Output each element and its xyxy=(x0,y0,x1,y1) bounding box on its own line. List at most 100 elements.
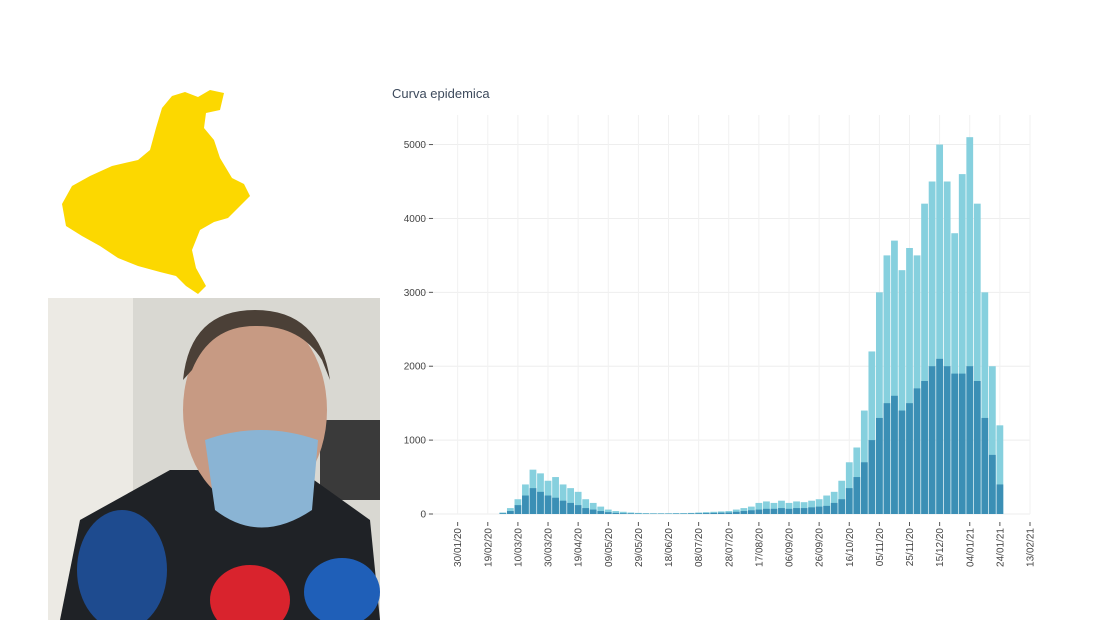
x-tick-label: 06/09/20 xyxy=(785,528,796,567)
bar xyxy=(687,513,695,514)
bar xyxy=(635,512,642,514)
bar xyxy=(800,508,808,514)
bar xyxy=(559,500,567,514)
bar xyxy=(913,255,921,514)
bar xyxy=(951,373,959,514)
bar xyxy=(755,509,763,514)
bar xyxy=(988,366,996,514)
bar xyxy=(612,511,620,514)
bar xyxy=(981,417,989,514)
bar xyxy=(966,366,974,514)
bar xyxy=(875,417,883,514)
photo-microphone xyxy=(304,558,380,620)
x-tick-label: 30/01/20 xyxy=(453,528,464,567)
bar xyxy=(763,508,770,514)
bar xyxy=(943,181,951,514)
bar xyxy=(574,491,582,514)
bar xyxy=(868,351,876,514)
x-tick-label: 29/05/20 xyxy=(634,528,645,567)
y-tick-label: 2000 xyxy=(404,362,427,373)
photo-microphone xyxy=(77,510,167,620)
bar xyxy=(732,511,740,514)
bar xyxy=(612,512,620,514)
bar xyxy=(883,255,891,514)
bar xyxy=(875,292,883,514)
bar xyxy=(853,477,861,514)
bar xyxy=(958,174,966,514)
bar xyxy=(838,480,846,514)
bar xyxy=(936,144,944,515)
bar xyxy=(815,506,823,514)
bar xyxy=(830,502,838,514)
x-tick-label: 15/12/20 xyxy=(935,528,946,567)
bar xyxy=(567,488,575,514)
bar xyxy=(778,500,785,514)
bar xyxy=(996,484,1004,514)
bar xyxy=(710,512,718,514)
bar xyxy=(785,502,793,514)
x-tick-label: 18/06/20 xyxy=(664,528,675,567)
y-tick-label: 5000 xyxy=(404,140,427,151)
x-tick-label: 19/04/20 xyxy=(574,528,585,567)
photo-monitor xyxy=(320,420,380,500)
bar xyxy=(898,270,906,514)
bar xyxy=(559,484,567,514)
x-tick-label: 04/01/21 xyxy=(965,528,976,567)
bar xyxy=(906,403,913,514)
x-tick-label: 17/08/20 xyxy=(754,528,765,567)
bar xyxy=(582,499,590,514)
bar xyxy=(740,511,748,514)
bar xyxy=(868,440,876,514)
bar xyxy=(499,513,507,514)
bar xyxy=(755,502,763,514)
x-tick-label: 08/07/20 xyxy=(694,528,705,567)
bar xyxy=(763,501,770,514)
bar xyxy=(906,248,913,514)
x-tick-label: 13/02/21 xyxy=(1026,528,1037,567)
photo xyxy=(48,298,380,620)
bar xyxy=(702,513,710,514)
bar xyxy=(800,502,808,514)
bar xyxy=(823,505,831,514)
bar xyxy=(898,410,906,514)
photo-mask xyxy=(205,430,318,528)
bar xyxy=(619,511,627,514)
bar xyxy=(973,203,981,514)
x-tick-label: 26/09/20 xyxy=(815,528,826,567)
bar xyxy=(936,358,944,514)
bar xyxy=(973,381,981,514)
region-map xyxy=(62,90,250,294)
bar xyxy=(522,495,529,514)
bar xyxy=(981,292,989,514)
bar xyxy=(943,366,951,514)
bar xyxy=(695,513,703,514)
x-tick-label: 19/02/20 xyxy=(483,528,494,567)
bar xyxy=(627,512,635,514)
bar xyxy=(958,373,966,514)
x-tick-label: 24/01/21 xyxy=(995,528,1006,567)
bar xyxy=(589,509,597,514)
bar xyxy=(921,381,928,514)
y-tick-label: 1000 xyxy=(404,436,427,447)
photo-microphone xyxy=(210,565,290,620)
chart: Curva epidemica 0 1000 2000 3000 4000 5000 30/… xyxy=(392,86,1037,567)
x-tick-label: 28/07/20 xyxy=(724,528,735,567)
bar xyxy=(725,512,733,514)
x-tick-label: 25/11/20 xyxy=(905,528,916,567)
bar xyxy=(913,388,921,514)
bar xyxy=(793,508,800,514)
bar xyxy=(770,508,778,514)
bar xyxy=(589,502,597,514)
bar xyxy=(921,203,928,514)
bar xyxy=(883,403,891,514)
bar xyxy=(529,488,537,514)
bar xyxy=(552,497,559,514)
y-tick-label: 3000 xyxy=(404,288,427,299)
bar xyxy=(928,366,936,514)
bar xyxy=(860,462,868,514)
bar xyxy=(747,510,755,514)
bar xyxy=(544,495,552,514)
bar xyxy=(506,511,514,514)
